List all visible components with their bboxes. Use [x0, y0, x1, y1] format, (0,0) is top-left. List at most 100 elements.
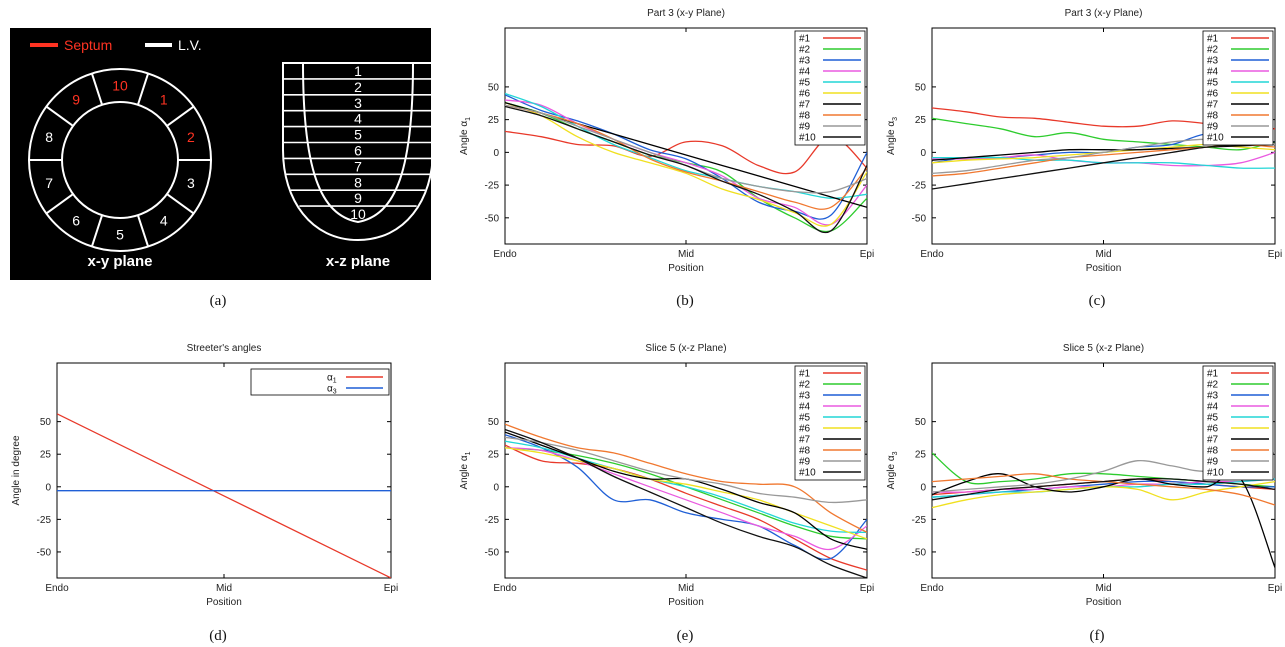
y-axis-label: Angle α1	[459, 117, 472, 155]
legend-label: #6	[1207, 89, 1219, 100]
caption-e: (e)	[677, 628, 694, 644]
x-tick-label: Endo	[45, 583, 69, 594]
legend-label: #1	[799, 34, 811, 45]
legend-label: #2	[799, 45, 811, 56]
legend-label: #6	[799, 89, 811, 100]
chart-title: Slice 5 (x-z Plane)	[645, 343, 726, 354]
slice-label: 3	[354, 95, 362, 111]
legend-label: #7	[799, 100, 811, 111]
legend-label: #8	[1207, 446, 1219, 457]
chart-title: Part 3 (x-y Plane)	[1065, 8, 1143, 19]
y-tick-label: 0	[920, 148, 926, 159]
ring-segment-label: 9	[72, 92, 80, 108]
legend-label: #1	[1207, 369, 1219, 380]
legend-label: #2	[1207, 45, 1219, 56]
chart-d: Streeter's angles 50 25 0 -25 -50 Endo Mid Epi Po…	[11, 343, 398, 608]
x-tick-label: Endo	[920, 583, 944, 594]
series-line-s10	[505, 428, 867, 578]
chart-title: Streeter's angles	[187, 343, 262, 354]
legend-label: #9	[799, 122, 811, 133]
x-tick-label: Epi	[860, 583, 874, 594]
legend-label: #4	[799, 67, 811, 78]
legend-label: #5	[1207, 78, 1219, 89]
legend-label: #3	[1207, 391, 1219, 402]
legend-label: #7	[1207, 100, 1219, 111]
y-tick-label: -25	[485, 515, 500, 526]
legend-label: #2	[799, 380, 811, 391]
ring-segment-label: 8	[45, 129, 53, 145]
slice-label: 2	[354, 79, 362, 95]
legend-label: #10	[799, 133, 816, 144]
x-axis-label: Position	[668, 597, 704, 608]
x-tick-label: Mid	[678, 583, 694, 594]
x-tick-label: Epi	[1268, 249, 1282, 260]
caption-c: (c)	[1089, 293, 1106, 309]
chart-e: Slice 5 (x-z Plane) 50 25 0 -25 -50 Endo Mid Epi…	[459, 343, 874, 608]
ring-segment-label: 3	[187, 175, 195, 191]
legend-label: #8	[799, 111, 811, 122]
caption-d: (d)	[209, 628, 227, 644]
legend-label: #5	[799, 413, 811, 424]
x-tick-label: Mid	[216, 583, 232, 594]
ring-divider	[45, 105, 74, 127]
ring-divider	[166, 105, 195, 127]
chart-c: Part 3 (x-y Plane) 50 25 0 -25 -50 Endo Mid Epi P…	[886, 8, 1282, 274]
y-tick-label: 25	[488, 450, 500, 461]
legend-label: #1	[1207, 34, 1219, 45]
y-tick-label: -50	[912, 547, 927, 558]
slice-label: 7	[354, 158, 362, 174]
ring-segment-label: 7	[45, 175, 53, 191]
y-tick-label: 50	[915, 82, 927, 93]
xy-plane-label: x-y plane	[87, 253, 152, 270]
ring-segment-label: 10	[112, 78, 128, 94]
y-tick-label: -50	[912, 213, 927, 224]
xy-plane-ring: 1 2 3 4 5 6 7 8 9 10	[28, 68, 212, 252]
legend-label: #4	[799, 402, 811, 413]
y-tick-label: -50	[485, 547, 500, 558]
x-tick-label: Endo	[493, 583, 517, 594]
series-line-s6	[505, 101, 867, 227]
legend-label: #6	[1207, 424, 1219, 435]
series-line-s4	[505, 447, 867, 551]
chart-f: Slice 5 (x-z Plane) 50 25 0 -25 -50 Endo Mid Epi…	[886, 343, 1282, 608]
caption-f: (f)	[1090, 628, 1105, 644]
series-line-s4	[505, 99, 867, 226]
legend-label: #3	[1207, 56, 1219, 67]
y-tick-label: 50	[488, 82, 500, 93]
x-tick-label: Mid	[1095, 583, 1111, 594]
y-tick-label: 25	[915, 450, 927, 461]
slice-label: 8	[354, 174, 362, 190]
legend-label: #9	[1207, 457, 1219, 468]
x-axis-label: Position	[1086, 597, 1122, 608]
series-line-s8	[505, 423, 867, 533]
y-tick-label: -25	[912, 515, 927, 526]
y-tick-label: 25	[915, 115, 927, 126]
slice-label: 1	[354, 63, 362, 79]
chart-title: Part 3 (x-y Plane)	[647, 8, 725, 19]
legend-box	[250, 368, 390, 396]
legend-label: #9	[1207, 122, 1219, 133]
slice-label: 10	[350, 206, 366, 222]
slice-label: 6	[354, 143, 362, 159]
caption-a: (a)	[210, 293, 227, 309]
series-line-s1	[505, 444, 867, 571]
plot-area	[505, 423, 867, 578]
septum-legend-label: Septum	[64, 37, 112, 53]
legend-label: #2	[1207, 380, 1219, 391]
legend-label: #10	[1207, 468, 1224, 479]
series-line-s10	[505, 105, 867, 234]
slice-label: 5	[354, 127, 362, 143]
y-axis-label: Angle α3	[886, 117, 899, 155]
ring-segment-label: 5	[116, 227, 124, 243]
ring-divider	[90, 214, 104, 247]
plot-area	[932, 452, 1275, 568]
plot-area	[57, 413, 391, 578]
y-tick-label: 0	[45, 482, 51, 493]
legend-label: #7	[1207, 435, 1219, 446]
x-axis-label: Position	[1086, 263, 1122, 274]
bowl-outline	[282, 62, 434, 242]
legend-label: #4	[1207, 402, 1219, 413]
